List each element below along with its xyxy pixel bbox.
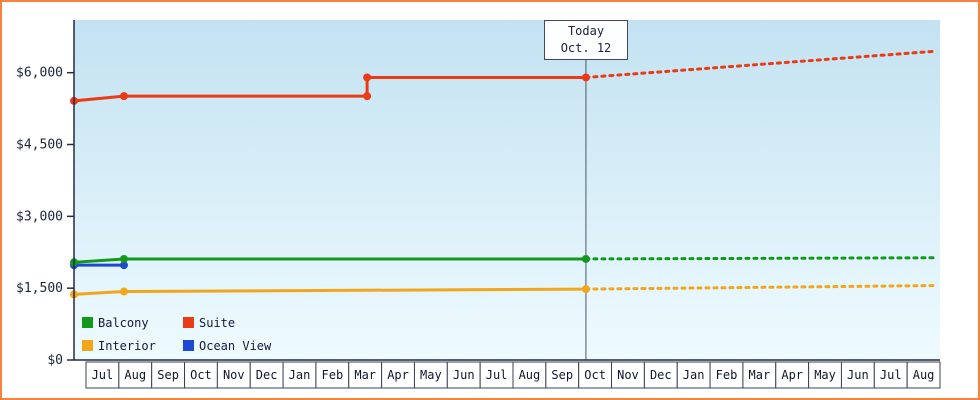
month-label: Feb <box>322 368 344 382</box>
series-forecast-suite <box>584 49 939 79</box>
legend-item-suite: Suite <box>183 316 280 330</box>
month-cell <box>348 361 383 389</box>
series-point-balcony <box>119 254 128 263</box>
month-label: Jun <box>453 368 475 382</box>
month-cell <box>85 361 120 389</box>
month-label: Aug <box>124 368 146 382</box>
month-cell <box>578 361 613 389</box>
month-label: Jul <box>92 368 114 382</box>
month-cell <box>413 361 448 389</box>
series-forecast-interior <box>584 284 939 291</box>
legend-item-ocean-view: Ocean View <box>183 339 280 353</box>
series-point-balcony <box>581 254 590 263</box>
month-cell <box>676 361 711 389</box>
month-label: Aug <box>519 368 541 382</box>
month-label: Jun <box>847 368 869 382</box>
y-axis-label: $1,500 <box>16 281 63 296</box>
month-label: Jan <box>289 368 311 382</box>
series-point-suite <box>581 73 590 82</box>
month-label: May <box>420 368 442 382</box>
month-cell <box>381 361 415 389</box>
month-cell <box>446 361 481 389</box>
plot-area <box>74 20 940 360</box>
y-axis-label: $6,000 <box>16 66 63 81</box>
y-axis-label: $3,000 <box>16 209 63 224</box>
month-label: Jan <box>683 368 705 382</box>
legend-swatch <box>82 317 93 328</box>
series-point-ocean-view <box>119 261 128 270</box>
month-label: Nov <box>223 368 245 382</box>
legend-swatch <box>183 317 194 328</box>
today-marker-label: Today Oct. 12 <box>544 20 628 60</box>
month-label: Oct <box>584 368 606 382</box>
legend-row: Balcony Suite <box>82 311 284 334</box>
today-label-line2: Oct. 12 <box>560 41 612 55</box>
month-cell <box>249 361 284 389</box>
series-point-suite <box>363 92 372 101</box>
month-cell <box>216 361 251 389</box>
month-label: May <box>814 368 836 382</box>
legend-row: Interior Ocean View <box>82 334 284 357</box>
month-label: Apr <box>781 368 803 382</box>
legend-swatch <box>82 340 93 351</box>
series-point-suite <box>363 73 372 82</box>
month-label: Dec <box>650 368 672 382</box>
series-point-suite <box>119 92 128 101</box>
legend-label: Balcony <box>98 315 149 330</box>
month-label: Jul <box>880 368 902 382</box>
month-cell <box>184 361 218 389</box>
legend-label: Suite <box>199 315 236 330</box>
month-cell <box>118 361 153 389</box>
y-axis-label: $0 <box>47 353 63 368</box>
month-cell <box>282 361 317 389</box>
month-cell <box>775 361 810 389</box>
month-label: Aug <box>913 368 935 382</box>
month-label: Feb <box>716 368 738 382</box>
month-label: Sep <box>551 368 573 382</box>
chart-legend: Balcony Suite Interior Ocean View <box>82 311 284 357</box>
y-axis-label: $4,500 <box>16 138 63 153</box>
legend-label: Ocean View <box>199 338 272 353</box>
month-label: Jul <box>486 368 508 382</box>
legend-item-balcony: Balcony <box>82 316 179 330</box>
today-label-line1: Today <box>567 24 605 38</box>
month-cell <box>315 361 350 389</box>
series-point-interior <box>119 287 128 296</box>
month-cell <box>840 361 875 389</box>
month-label: Sep <box>157 368 179 382</box>
legend-label: Interior <box>98 338 156 353</box>
month-label: Oct <box>190 368 212 382</box>
series-forecast-balcony <box>584 256 939 261</box>
month-label: Nov <box>617 368 639 382</box>
legend-swatch <box>183 340 194 351</box>
month-cell <box>742 361 777 389</box>
legend-item-interior: Interior <box>82 339 179 353</box>
month-label: Mar <box>749 368 771 382</box>
series-point-interior <box>581 285 590 294</box>
month-label: Mar <box>354 368 376 382</box>
month-label: Dec <box>256 368 278 382</box>
month-label: Apr <box>387 368 409 382</box>
month-cell <box>906 361 941 389</box>
month-cell <box>545 361 580 389</box>
